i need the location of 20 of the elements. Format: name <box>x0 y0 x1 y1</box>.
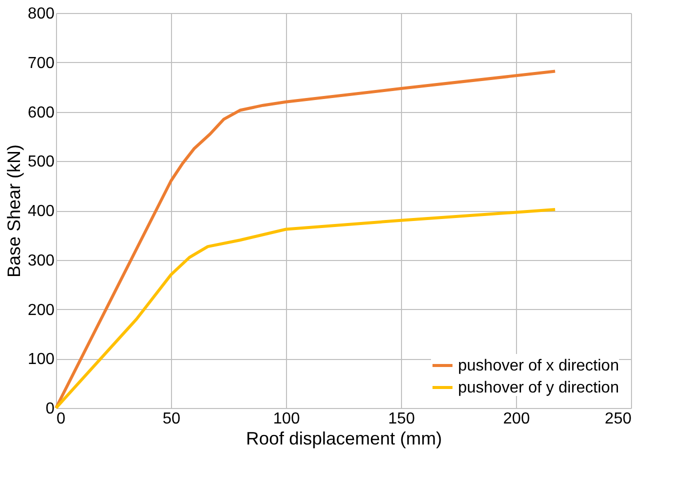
x-tick-label: 250 <box>604 410 632 428</box>
x-tick-label: 200 <box>503 410 530 428</box>
y-tick-label: 800 <box>28 6 55 22</box>
line-series <box>54 208 557 410</box>
x-tick-label: 0 <box>56 410 66 428</box>
y-tick-label: 200 <box>28 302 55 319</box>
x-tick-label: 50 <box>162 410 180 428</box>
y-axis-title: Base Shear (kN) <box>4 144 24 278</box>
x-axis-title: Roof displacement (mm) <box>246 428 442 448</box>
legend-label: pushover of y direction <box>458 380 619 396</box>
x-tick-label: 150 <box>388 410 415 428</box>
y-tick-label: 500 <box>28 154 55 171</box>
legend-label: pushover of x direction <box>458 358 619 374</box>
y-tick-label: 300 <box>28 252 55 270</box>
y-tick-label: 700 <box>28 54 55 72</box>
x-tick-label: 100 <box>273 410 300 428</box>
y-tick-label: 400 <box>28 203 55 220</box>
line-series <box>54 70 557 410</box>
y-tick-label: 100 <box>28 351 55 368</box>
y-tick-label: 600 <box>28 104 55 122</box>
